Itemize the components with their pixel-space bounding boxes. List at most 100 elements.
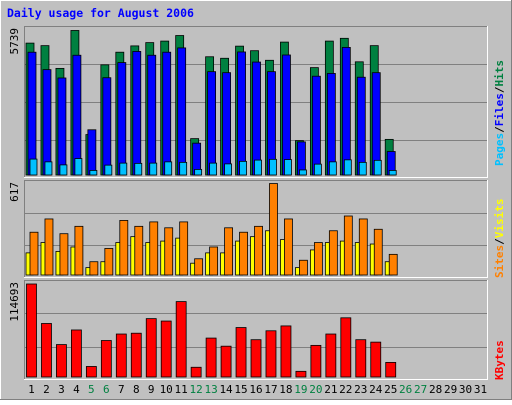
- pages-bar: [224, 163, 232, 176]
- pages-bar: [59, 164, 68, 176]
- kbytes-bar: [85, 366, 97, 378]
- legend-entry: Pages: [493, 133, 506, 166]
- sites-bar: [74, 225, 84, 276]
- pages-bar: [343, 159, 352, 176]
- pages-bar: [254, 159, 262, 176]
- sites-bar: [59, 233, 69, 276]
- kbytes-bar: [355, 339, 367, 378]
- sites-bar: [239, 231, 248, 276]
- kbytes-bar: [145, 318, 157, 378]
- x-tick-label: 16: [249, 383, 262, 396]
- kbytes-bar: [250, 339, 262, 378]
- files-bar: [162, 51, 172, 176]
- files-bar: [222, 72, 231, 176]
- legend-entry: Sites: [493, 245, 506, 278]
- sites-bar: [299, 259, 308, 276]
- kbytes-bar: [340, 317, 352, 378]
- pages-bar: [358, 161, 367, 176]
- legend-entry: Hits: [493, 60, 506, 87]
- x-tick-label: 15: [234, 383, 247, 396]
- x-tick-label: 26: [399, 383, 412, 396]
- x-axis-day-labels: 1 2 3 4 5 6 7 8 9 10 11 12 13 14 15 16 17 18 19 20 21 22 23 24 2…: [28, 383, 487, 396]
- legend-text: Sites/Visits: [493, 199, 506, 279]
- legend-entry: Files: [493, 93, 506, 126]
- pages-bar: [44, 161, 53, 176]
- x-tick-label: 8: [133, 383, 140, 396]
- sites-bar: [328, 230, 338, 276]
- kbytes-bar: [130, 332, 142, 378]
- x-tick-label: 10: [160, 383, 173, 396]
- pages-bar: [328, 161, 337, 176]
- kbytes-bar: [370, 341, 382, 378]
- files-bar: [371, 72, 381, 176]
- kbytes-bar: [100, 340, 112, 378]
- files-bar: [87, 129, 97, 176]
- pages-bar: [149, 162, 158, 176]
- pages-bar: [284, 159, 292, 176]
- files-bar: [102, 77, 112, 176]
- x-tick-label: 11: [175, 383, 188, 396]
- x-tick-label: 2: [43, 383, 50, 396]
- y-max-label: 5739: [8, 28, 21, 55]
- files-bar: [237, 51, 246, 176]
- files-bar: [132, 51, 142, 176]
- x-tick-label: 5: [88, 383, 95, 396]
- pages-bar: [89, 170, 98, 176]
- legend-entry: Visits: [493, 199, 506, 239]
- sites-bar: [254, 225, 263, 276]
- sites-bar: [89, 261, 99, 276]
- files-bar: [147, 54, 157, 176]
- x-tick-label: 14: [219, 383, 233, 396]
- y-max-label: 617: [8, 182, 21, 202]
- kbytes-bar: [205, 337, 217, 378]
- files-bar: [341, 47, 351, 176]
- legend-separator: /: [493, 238, 506, 245]
- kbytes-bar: [325, 333, 337, 378]
- pages-bar: [373, 159, 382, 176]
- sites-bar: [269, 183, 278, 276]
- x-tick-label: 24: [369, 383, 383, 396]
- x-tick-label: 13: [204, 383, 217, 396]
- x-tick-label: 3: [58, 383, 65, 396]
- x-tick-label: 21: [324, 383, 337, 396]
- x-tick-label: 25: [384, 383, 397, 396]
- x-tick-label: 30: [459, 383, 472, 396]
- panel-kbytes: 114693: [8, 280, 488, 380]
- pages-bar: [74, 158, 83, 176]
- kbytes-bar: [41, 323, 52, 378]
- sites-bar: [313, 242, 323, 276]
- sites-bar: [284, 218, 293, 276]
- kbytes-bar: [310, 344, 322, 378]
- panel-hits-files-pages: 5739: [8, 26, 488, 178]
- x-tick-label: 17: [264, 383, 277, 396]
- x-tick-label: 18: [279, 383, 292, 396]
- sites-bar: [358, 218, 368, 276]
- files-bar: [356, 76, 366, 176]
- kbytes-bar: [385, 362, 397, 378]
- sites-bar: [343, 215, 353, 276]
- sites-bar: [194, 258, 204, 276]
- panel-sites-visits: 617: [8, 180, 488, 278]
- files-bar: [177, 47, 187, 176]
- x-tick-label: 28: [429, 383, 442, 396]
- pages-bar: [29, 158, 38, 176]
- legend-separator: /: [493, 86, 506, 93]
- pages-bar: [119, 162, 128, 176]
- kbytes-bar: [235, 327, 247, 378]
- x-tick-label: 4: [73, 383, 80, 396]
- files-bar: [57, 77, 67, 176]
- pages-bar: [388, 170, 397, 176]
- kbytes-bar: [175, 301, 187, 378]
- y-max-label: 114693: [8, 282, 21, 322]
- files-bar: [117, 62, 127, 176]
- legend-separator: /: [493, 126, 506, 133]
- files-bar: [311, 75, 321, 176]
- legend-entry: KBytes: [493, 340, 506, 380]
- legend-text: KBytes: [493, 340, 506, 380]
- pages-bar: [209, 162, 218, 176]
- sites-bar: [209, 246, 219, 276]
- kbytes-bar: [220, 345, 232, 378]
- pages-bar: [299, 169, 307, 176]
